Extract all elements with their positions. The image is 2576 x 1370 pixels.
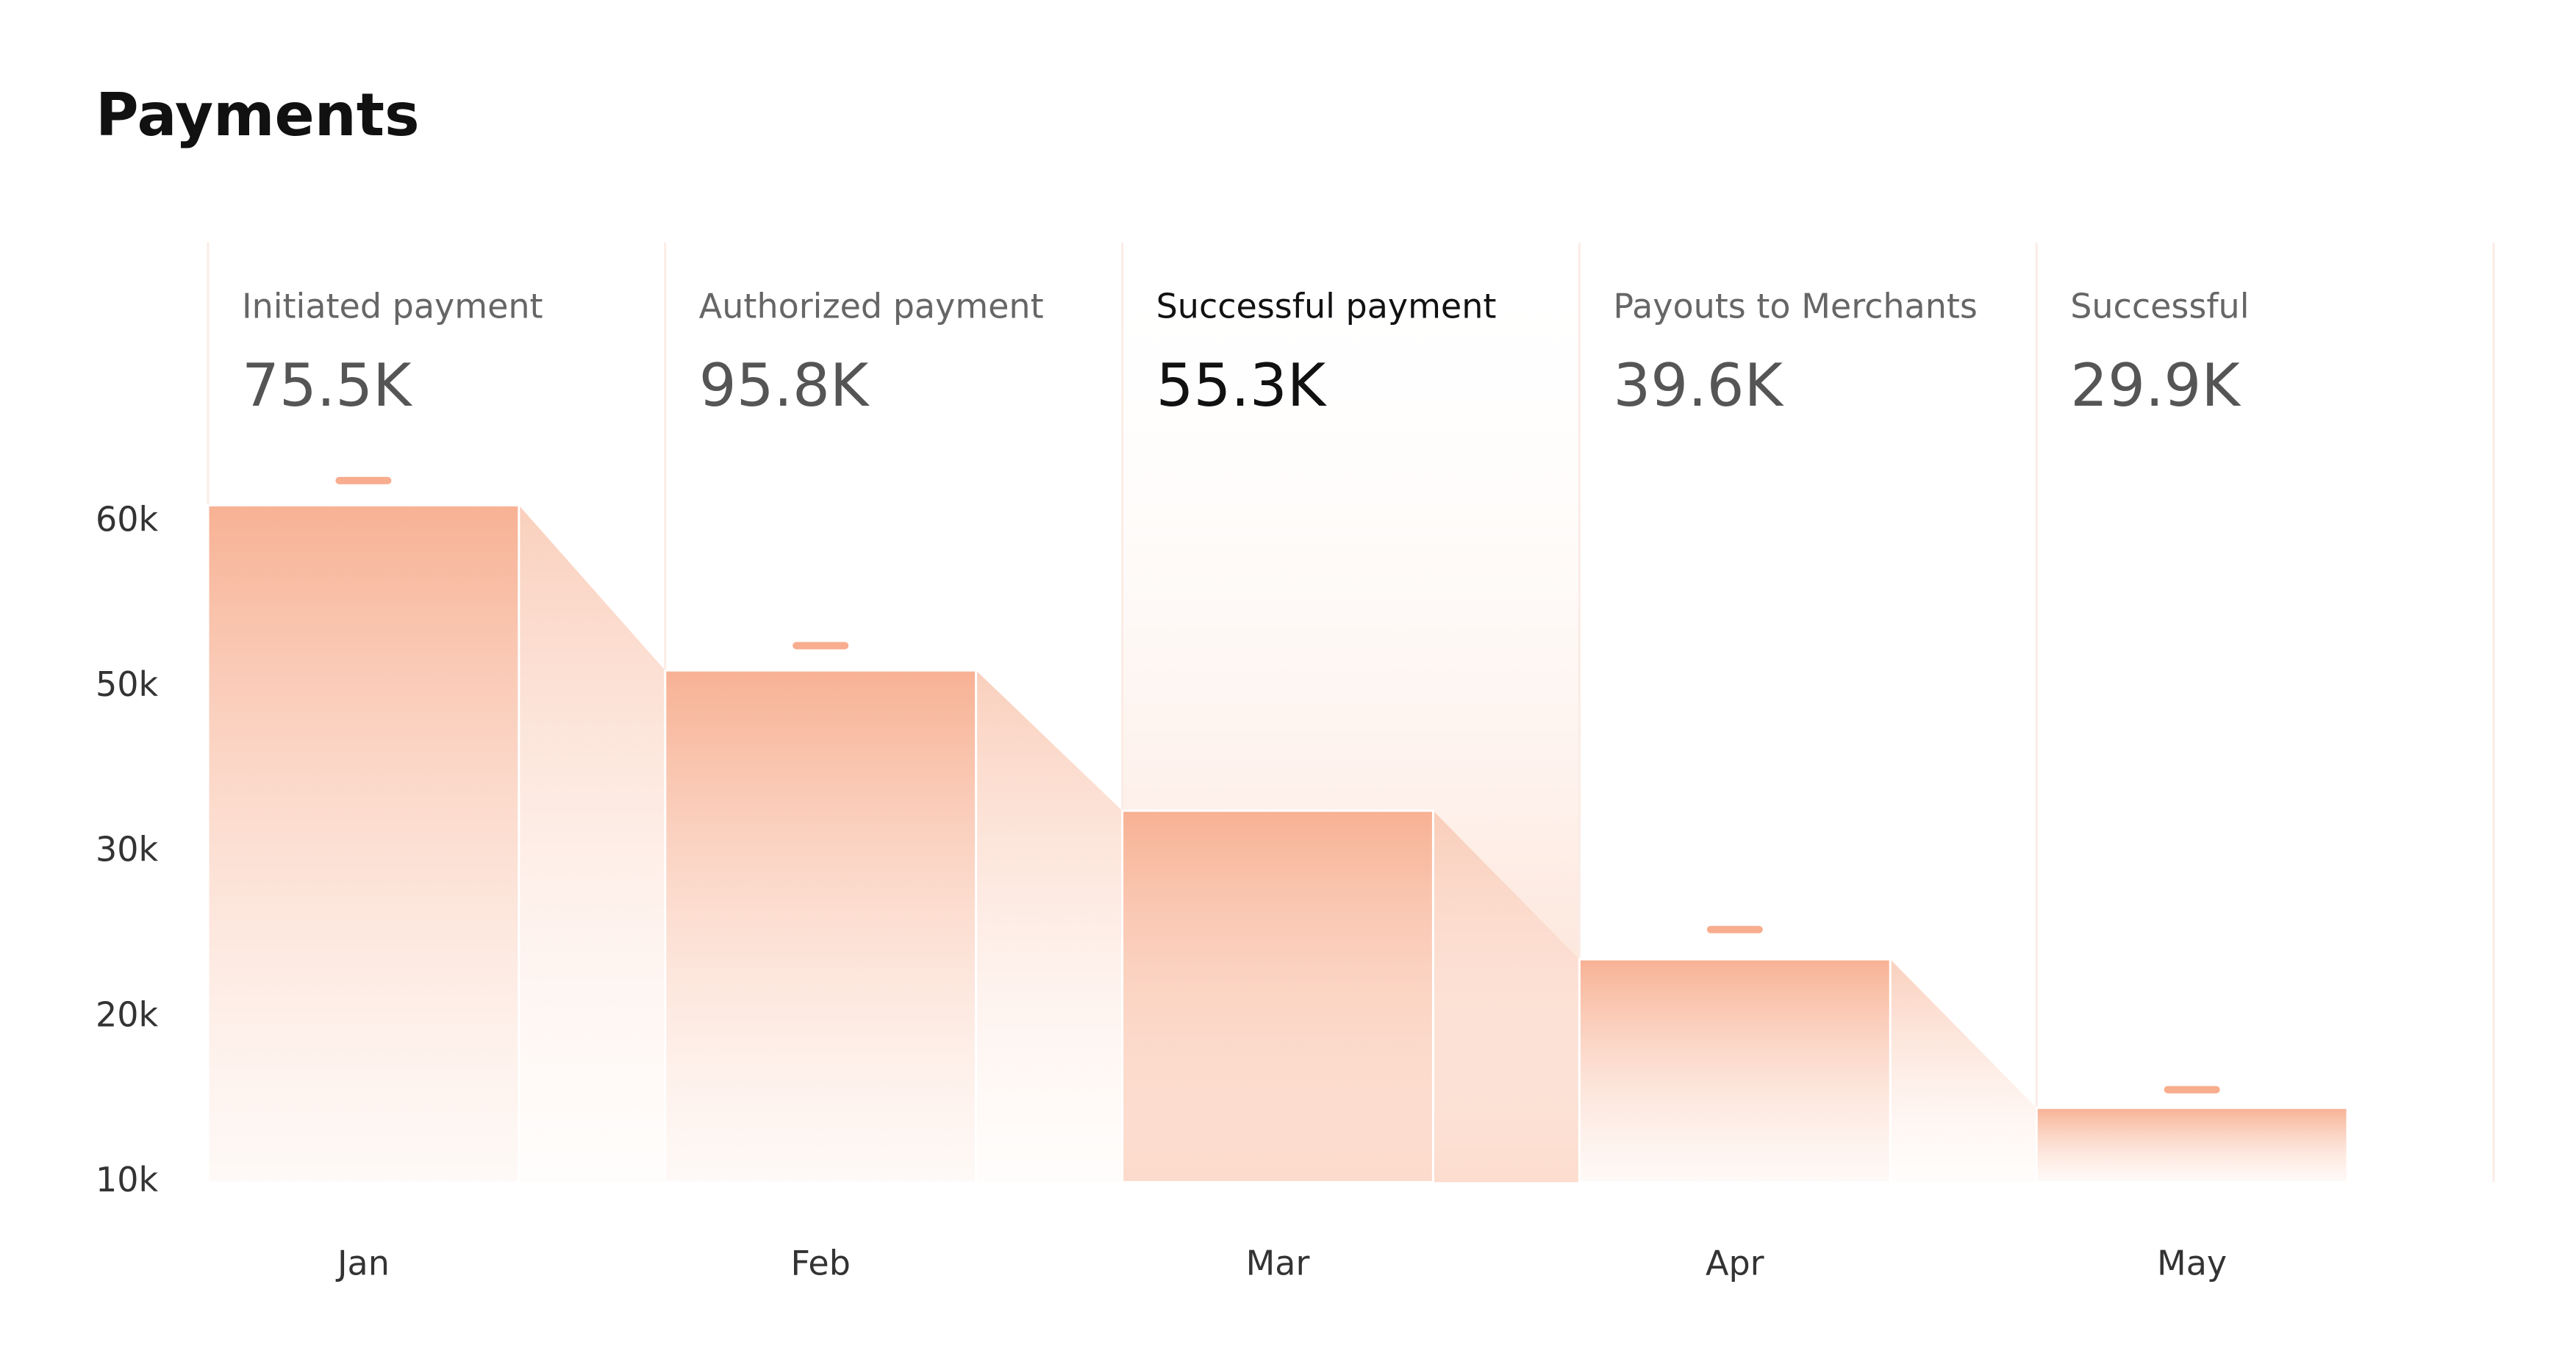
stage-label: Payouts to Merchants <box>1613 287 1978 326</box>
target-marker <box>2164 1086 2220 1094</box>
y-tick-label: 50k <box>96 664 159 704</box>
x-tick-label: Apr <box>1706 1244 1764 1283</box>
stage-value: 29.9K <box>2070 351 2242 420</box>
x-tick-label: Jan <box>335 1244 390 1283</box>
stage-label: Successful <box>2070 287 2249 326</box>
stage-value: 55.3K <box>1156 351 1328 420</box>
connector <box>1433 811 1580 1183</box>
y-tick-label: 20k <box>96 994 159 1034</box>
x-tick-label: Mar <box>1246 1244 1310 1283</box>
x-tick-label: Feb <box>790 1244 850 1283</box>
x-tick-label: May <box>2157 1244 2227 1283</box>
bar <box>207 504 520 1183</box>
target-marker <box>335 476 392 484</box>
y-tick-label: 10k <box>96 1160 159 1199</box>
stage-value: 75.5K <box>242 351 413 420</box>
stage-label: Authorized payment <box>699 287 1044 326</box>
bar <box>2035 1106 2349 1183</box>
bar <box>1578 958 1892 1183</box>
stage-value: 95.8K <box>699 351 870 420</box>
stage-value: 39.6K <box>1613 351 1784 420</box>
bar <box>1121 809 1434 1183</box>
bar <box>664 669 978 1183</box>
stage-label: Successful payment <box>1156 287 1497 326</box>
connector <box>976 670 1123 1183</box>
chart-title: Payments <box>96 81 420 149</box>
y-tick-label: 30k <box>96 830 159 869</box>
connector <box>518 505 665 1183</box>
y-tick-label: 60k <box>96 500 159 539</box>
target-marker <box>793 642 849 650</box>
target-marker <box>1706 925 1763 933</box>
connector <box>1890 959 2037 1183</box>
stage-label: Initiated payment <box>242 287 543 326</box>
